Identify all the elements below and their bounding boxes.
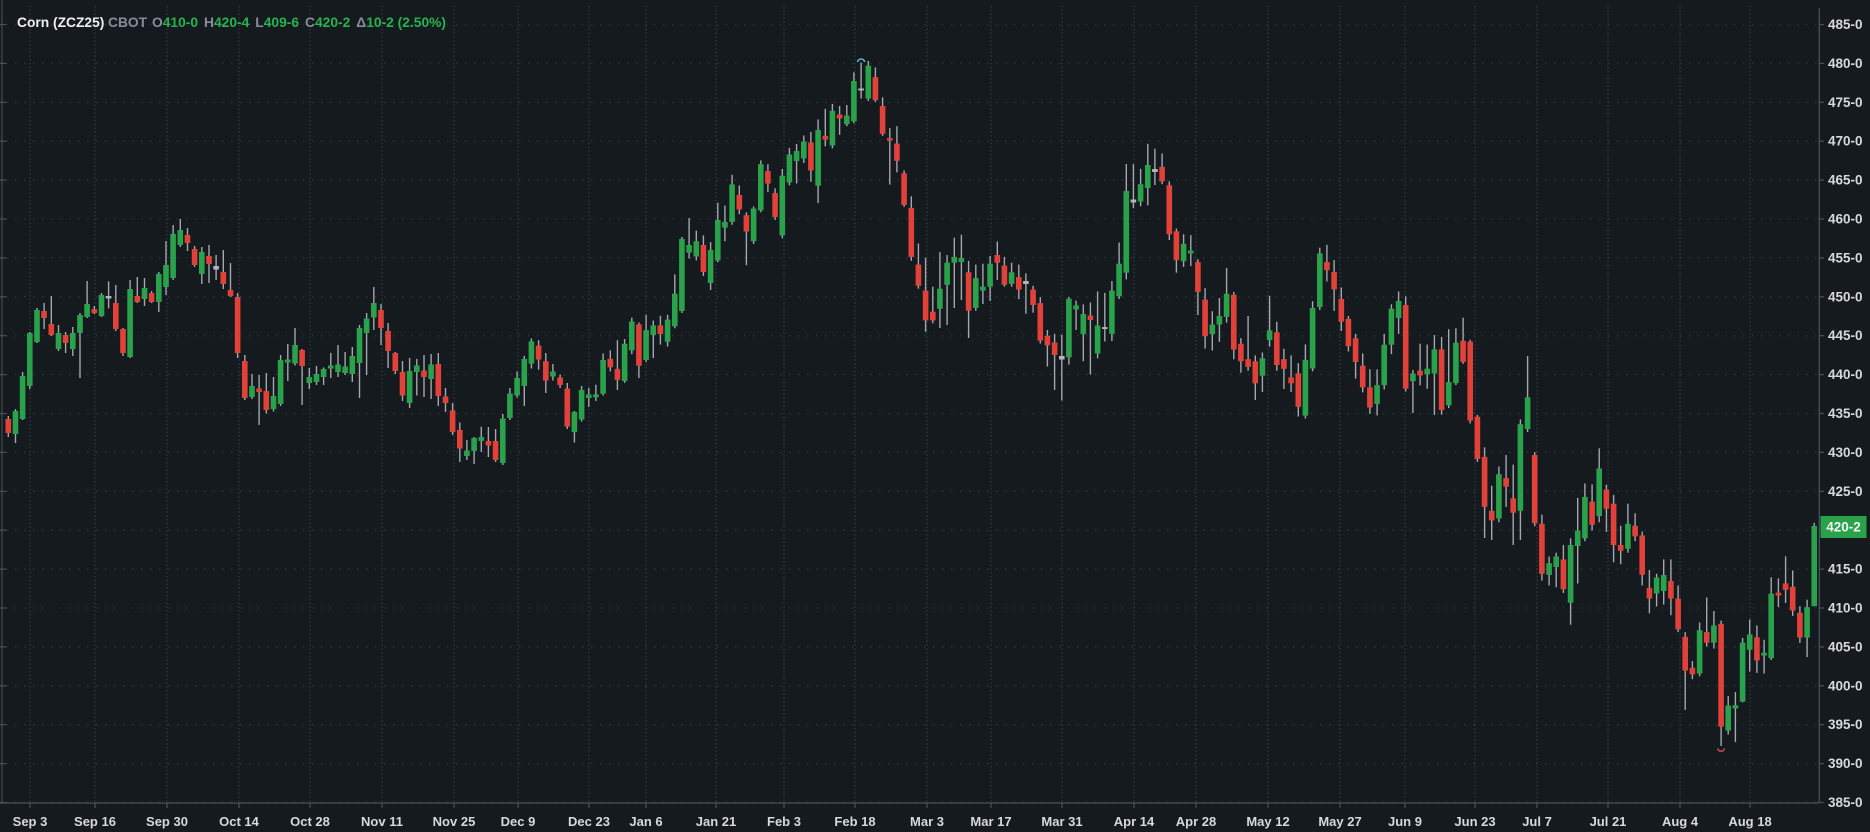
svg-text:Nov 25: Nov 25	[433, 814, 476, 829]
svg-text:Mar 3: Mar 3	[910, 814, 944, 829]
svg-text:May 27: May 27	[1318, 814, 1361, 829]
svg-text:410-0: 410-0	[1828, 601, 1863, 616]
svg-text:420-2: 420-2	[1826, 520, 1861, 535]
svg-text:Sep 3: Sep 3	[13, 814, 48, 829]
svg-text:415-0: 415-0	[1828, 562, 1863, 577]
svg-text:Mar 17: Mar 17	[970, 814, 1011, 829]
svg-text:Nov 11: Nov 11	[361, 814, 403, 829]
svg-text:395-0: 395-0	[1828, 717, 1863, 732]
svg-text:Jan 21: Jan 21	[696, 814, 736, 829]
svg-text:Jul 7: Jul 7	[1522, 814, 1552, 829]
svg-text:435-0: 435-0	[1828, 406, 1863, 421]
svg-text:Aug 18: Aug 18	[1728, 814, 1771, 829]
svg-text:Feb 3: Feb 3	[767, 814, 801, 829]
svg-text:Dec 23: Dec 23	[568, 814, 610, 829]
svg-text:Apr 14: Apr 14	[1114, 814, 1155, 829]
svg-text:Oct 28: Oct 28	[290, 814, 330, 829]
svg-text:405-0: 405-0	[1828, 639, 1863, 654]
svg-text:480-0: 480-0	[1828, 56, 1863, 71]
svg-text:Jan 6: Jan 6	[629, 814, 662, 829]
svg-text:Aug 4: Aug 4	[1662, 814, 1699, 829]
svg-text:Mar 31: Mar 31	[1041, 814, 1082, 829]
svg-text:440-0: 440-0	[1828, 367, 1863, 382]
svg-text:460-0: 460-0	[1828, 212, 1863, 227]
svg-text:May 12: May 12	[1246, 814, 1289, 829]
svg-text:430-0: 430-0	[1828, 445, 1863, 460]
svg-text:Oct 14: Oct 14	[219, 814, 260, 829]
svg-text:485-0: 485-0	[1828, 17, 1863, 32]
svg-text:390-0: 390-0	[1828, 756, 1863, 771]
svg-text:Sep 30: Sep 30	[146, 814, 188, 829]
svg-text:400-0: 400-0	[1828, 678, 1863, 693]
svg-text:425-0: 425-0	[1828, 484, 1863, 499]
svg-text:470-0: 470-0	[1828, 134, 1863, 149]
svg-text:CBOT: CBOT	[108, 15, 148, 30]
svg-text:455-0: 455-0	[1828, 250, 1863, 265]
svg-text:Dec 9: Dec 9	[501, 814, 536, 829]
svg-text:445-0: 445-0	[1828, 328, 1863, 343]
svg-text:385-0: 385-0	[1828, 795, 1863, 810]
svg-text:465-0: 465-0	[1828, 173, 1863, 188]
svg-text:Sep 16: Sep 16	[74, 814, 116, 829]
svg-text:450-0: 450-0	[1828, 289, 1863, 304]
svg-text:Feb 18: Feb 18	[834, 814, 875, 829]
svg-text:Jul 21: Jul 21	[1590, 814, 1627, 829]
svg-text:Apr 28: Apr 28	[1176, 814, 1216, 829]
svg-text:Jun 9: Jun 9	[1388, 814, 1422, 829]
svg-text:Jun 23: Jun 23	[1454, 814, 1495, 829]
svg-text:475-0: 475-0	[1828, 95, 1863, 110]
svg-text:Corn (ZCZ25): Corn (ZCZ25)	[17, 15, 104, 30]
